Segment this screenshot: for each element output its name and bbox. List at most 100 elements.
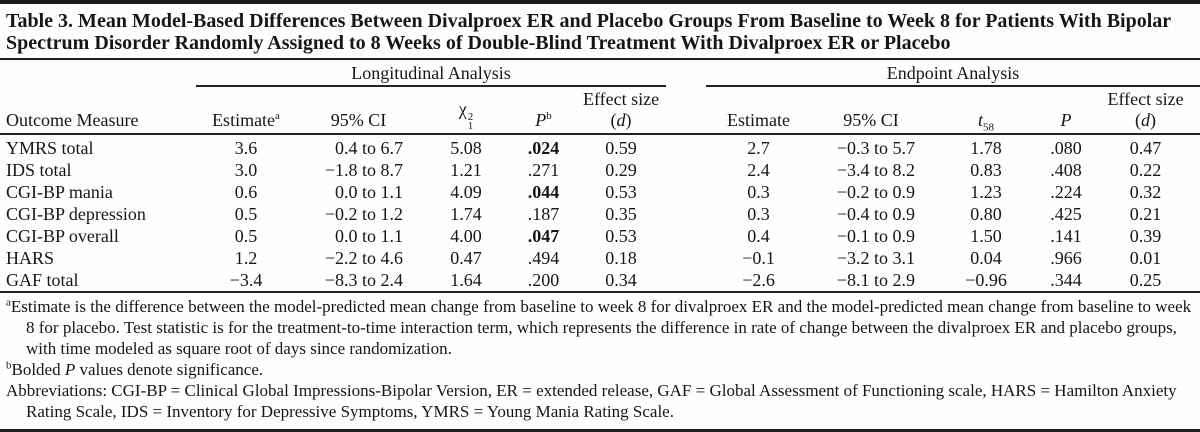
col-header-end-t58: t58 [931, 86, 1042, 135]
cell-long-p: .271 [511, 159, 576, 181]
column-gap [666, 247, 706, 269]
cell-long-ci: 0.0 to 1.1 [334, 226, 403, 246]
footnote-b-marker: b [6, 359, 12, 372]
cell-end-ci: −8.1 to 2.9 [811, 269, 932, 293]
cell-end-p: .080 [1050, 138, 1082, 158]
cell-long-chi2: 1.21 [450, 160, 482, 180]
p-value: .271 [527, 160, 560, 180]
cell-long-p: .187 [511, 203, 576, 225]
p-label: P [1060, 110, 1072, 130]
footnotes: aEstimate is the difference between the … [6, 293, 1194, 422]
cell-end-effect-size: 0.47 [1129, 138, 1162, 158]
cell-outcome: HARS [6, 248, 55, 268]
cell-end-ci: −0.3 to 5.7 [836, 138, 916, 158]
col-header-end-estimate: Estimate [706, 86, 812, 135]
cell-long-ci: −8.3 to 2.4 [296, 269, 421, 293]
cell-outcome: GAF total [0, 269, 196, 293]
footnote-a: aEstimate is the difference between the … [6, 296, 1194, 359]
cell-end-estimate: −0.1 [742, 248, 775, 268]
cell-long-estimate: 0.5 [234, 204, 258, 224]
cell-end-effect-size: 0.25 [1091, 269, 1200, 293]
cell-long-chi2: 4.09 [450, 182, 482, 202]
cell-end-ci: −0.1 to 0.9 [836, 226, 916, 246]
table-row-cgi-depression: CGI-BP depression 0.5 −0.2 to 1.2 1.74 .… [0, 203, 1200, 225]
column-gap [666, 269, 707, 293]
column-gap [666, 181, 706, 203]
chi-symbol: χ [458, 99, 467, 119]
results-table: Longitudinal Analysis Endpoint Analysis … [0, 60, 1200, 293]
cell-outcome: IDS total [6, 160, 72, 180]
estimate-label: Estimate [212, 110, 276, 130]
cell-end-effect-size: 0.39 [1129, 226, 1162, 246]
col-header-outcome-measure: Outcome Measure [0, 86, 196, 135]
cell-long-effect-size: 0.59 [605, 138, 637, 158]
cell-long-ci: −1.8 to 8.7 [324, 160, 403, 180]
cell-long-effect-size: 0.29 [605, 160, 637, 180]
cell-long-estimate: 3.6 [234, 138, 258, 158]
cell-long-chi2: 4.00 [450, 226, 482, 246]
column-gap [666, 225, 706, 247]
cell-end-t: 1.23 [970, 182, 1002, 202]
cell-long-chi2: 1.64 [421, 269, 511, 293]
col-header-end-effect-size: Effect size (d) [1091, 86, 1200, 135]
cell-end-estimate: 2.7 [747, 138, 770, 158]
table-row-ids: IDS total 3.0 −1.8 to 8.7 1.21 .271 0.29… [0, 159, 1200, 181]
table-row-cgi-mania: CGI-BP mania 0.6 0.0 to 1.1 4.09 .044 0.… [0, 181, 1200, 203]
cell-end-p: .344 [1041, 269, 1092, 293]
column-gap [666, 203, 706, 225]
cell-end-estimate: −2.6 [706, 269, 812, 293]
cell-outcome: CGI-BP mania [6, 182, 113, 202]
cell-long-effect-size: 0.18 [605, 248, 637, 268]
cell-end-effect-size: 0.32 [1129, 182, 1162, 202]
table-row-gaf: GAF total −3.4 −8.3 to 2.4 1.64 .200 0.3… [0, 269, 1200, 293]
cell-outcome: YMRS total [6, 138, 94, 158]
cell-long-estimate: −3.4 [196, 269, 296, 293]
cell-long-p: .047 [511, 225, 576, 247]
p-value: .047 [527, 226, 560, 246]
p-value: .187 [527, 204, 560, 224]
p-value: .200 [527, 270, 560, 290]
cell-long-p: .494 [511, 247, 576, 269]
cell-end-ci: −0.4 to 0.9 [836, 204, 916, 224]
cell-long-estimate: 3.0 [234, 160, 258, 180]
cell-long-ci: −0.2 to 1.2 [324, 204, 403, 224]
column-gap [666, 159, 706, 181]
col-header-end-p: P [1041, 86, 1092, 135]
spanner-row: Longitudinal Analysis Endpoint Analysis [0, 60, 1200, 87]
footnote-a-text: Estimate is the difference between the m… [10, 297, 1192, 358]
cell-long-estimate: 1.2 [234, 248, 258, 268]
cell-end-p: .141 [1050, 226, 1082, 246]
rule-under-title [0, 58, 1200, 60]
table-row-hars: HARS 1.2 −2.2 to 4.6 0.47 .494 0.18 −0.1… [0, 247, 1200, 269]
footnote-a-marker: a [275, 110, 280, 122]
cell-long-chi2: 5.08 [450, 138, 482, 158]
cell-end-p: .425 [1050, 204, 1082, 224]
cell-long-effect-size: 0.35 [605, 204, 637, 224]
cell-long-effect-size: 0.53 [605, 226, 637, 246]
cell-long-estimate: 0.5 [234, 226, 258, 246]
spanner-row-empty-cell [0, 60, 196, 86]
footnote-b-marker: b [546, 110, 552, 122]
table-title: Table 3. Mean Model-Based Differences Be… [6, 10, 1171, 54]
cell-end-effect-size: 0.21 [1129, 204, 1162, 224]
footnote-a-marker: a [6, 296, 11, 309]
cell-long-chi2: 0.47 [450, 248, 482, 268]
table-row-ymrs: YMRS total 3.6 0.4 to 6.7 5.08 .024 0.59… [0, 134, 1200, 159]
cell-end-effect-size: 0.22 [1129, 160, 1162, 180]
col-header-long-p: Pb [511, 86, 576, 135]
cell-outcome: CGI-BP overall [6, 226, 119, 246]
cell-outcome: CGI-BP depression [6, 204, 146, 224]
cell-long-ci: −2.2 to 4.6 [324, 248, 403, 268]
cell-end-effect-size: 0.01 [1129, 248, 1162, 268]
cell-long-ci: 0.0 to 1.1 [334, 182, 403, 202]
cell-end-estimate: 2.4 [747, 160, 770, 180]
cell-long-p: .044 [511, 181, 576, 203]
cell-end-t: 0.80 [970, 204, 1002, 224]
cell-end-ci: −3.2 to 3.1 [836, 248, 916, 268]
column-gap [666, 86, 707, 135]
cell-end-t: 1.50 [970, 226, 1002, 246]
